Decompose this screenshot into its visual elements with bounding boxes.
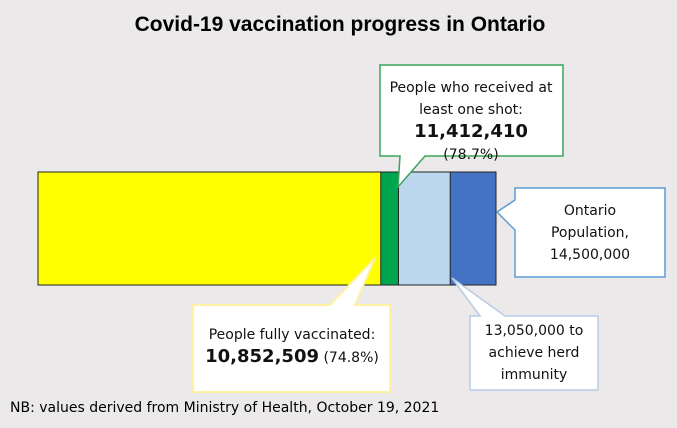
value-label: 10,852,509	[205, 346, 319, 367]
label-population: Ontario Population, 14,500,000	[540, 200, 640, 266]
note: NB: values derived from Ministry of Heal…	[10, 400, 440, 416]
chart-title: Covid-19 vaccination progress in Ontario	[134, 13, 546, 36]
callout-herd	[451, 277, 599, 391]
label-text: Ontario Population,	[550, 203, 629, 241]
percent-label: (74.8%)	[323, 350, 379, 366]
label-text: People fully vaccinated:	[208, 327, 376, 343]
label-text: to achieve herd immunity	[488, 323, 584, 383]
label-one-shot: People who received at least one shot: 1…	[385, 77, 557, 166]
value-label: 14,500,000	[549, 247, 631, 263]
callout-one-shot	[379, 64, 564, 190]
label-fully: People fully vaccinated: 10,852,509 (74.…	[196, 324, 388, 369]
label-herd: 13,050,000 to achieve herd immunity	[478, 320, 590, 386]
callout-fully	[192, 257, 391, 393]
value-label: 13,050,000	[484, 323, 565, 339]
callout-population	[495, 187, 666, 278]
bar-group	[37, 171, 497, 286]
percent-label: (78.7%)	[443, 147, 499, 163]
value-label: 11,412,410	[414, 121, 528, 142]
bar	[37, 171, 382, 286]
label-text: People who received at least one shot:	[389, 80, 553, 118]
